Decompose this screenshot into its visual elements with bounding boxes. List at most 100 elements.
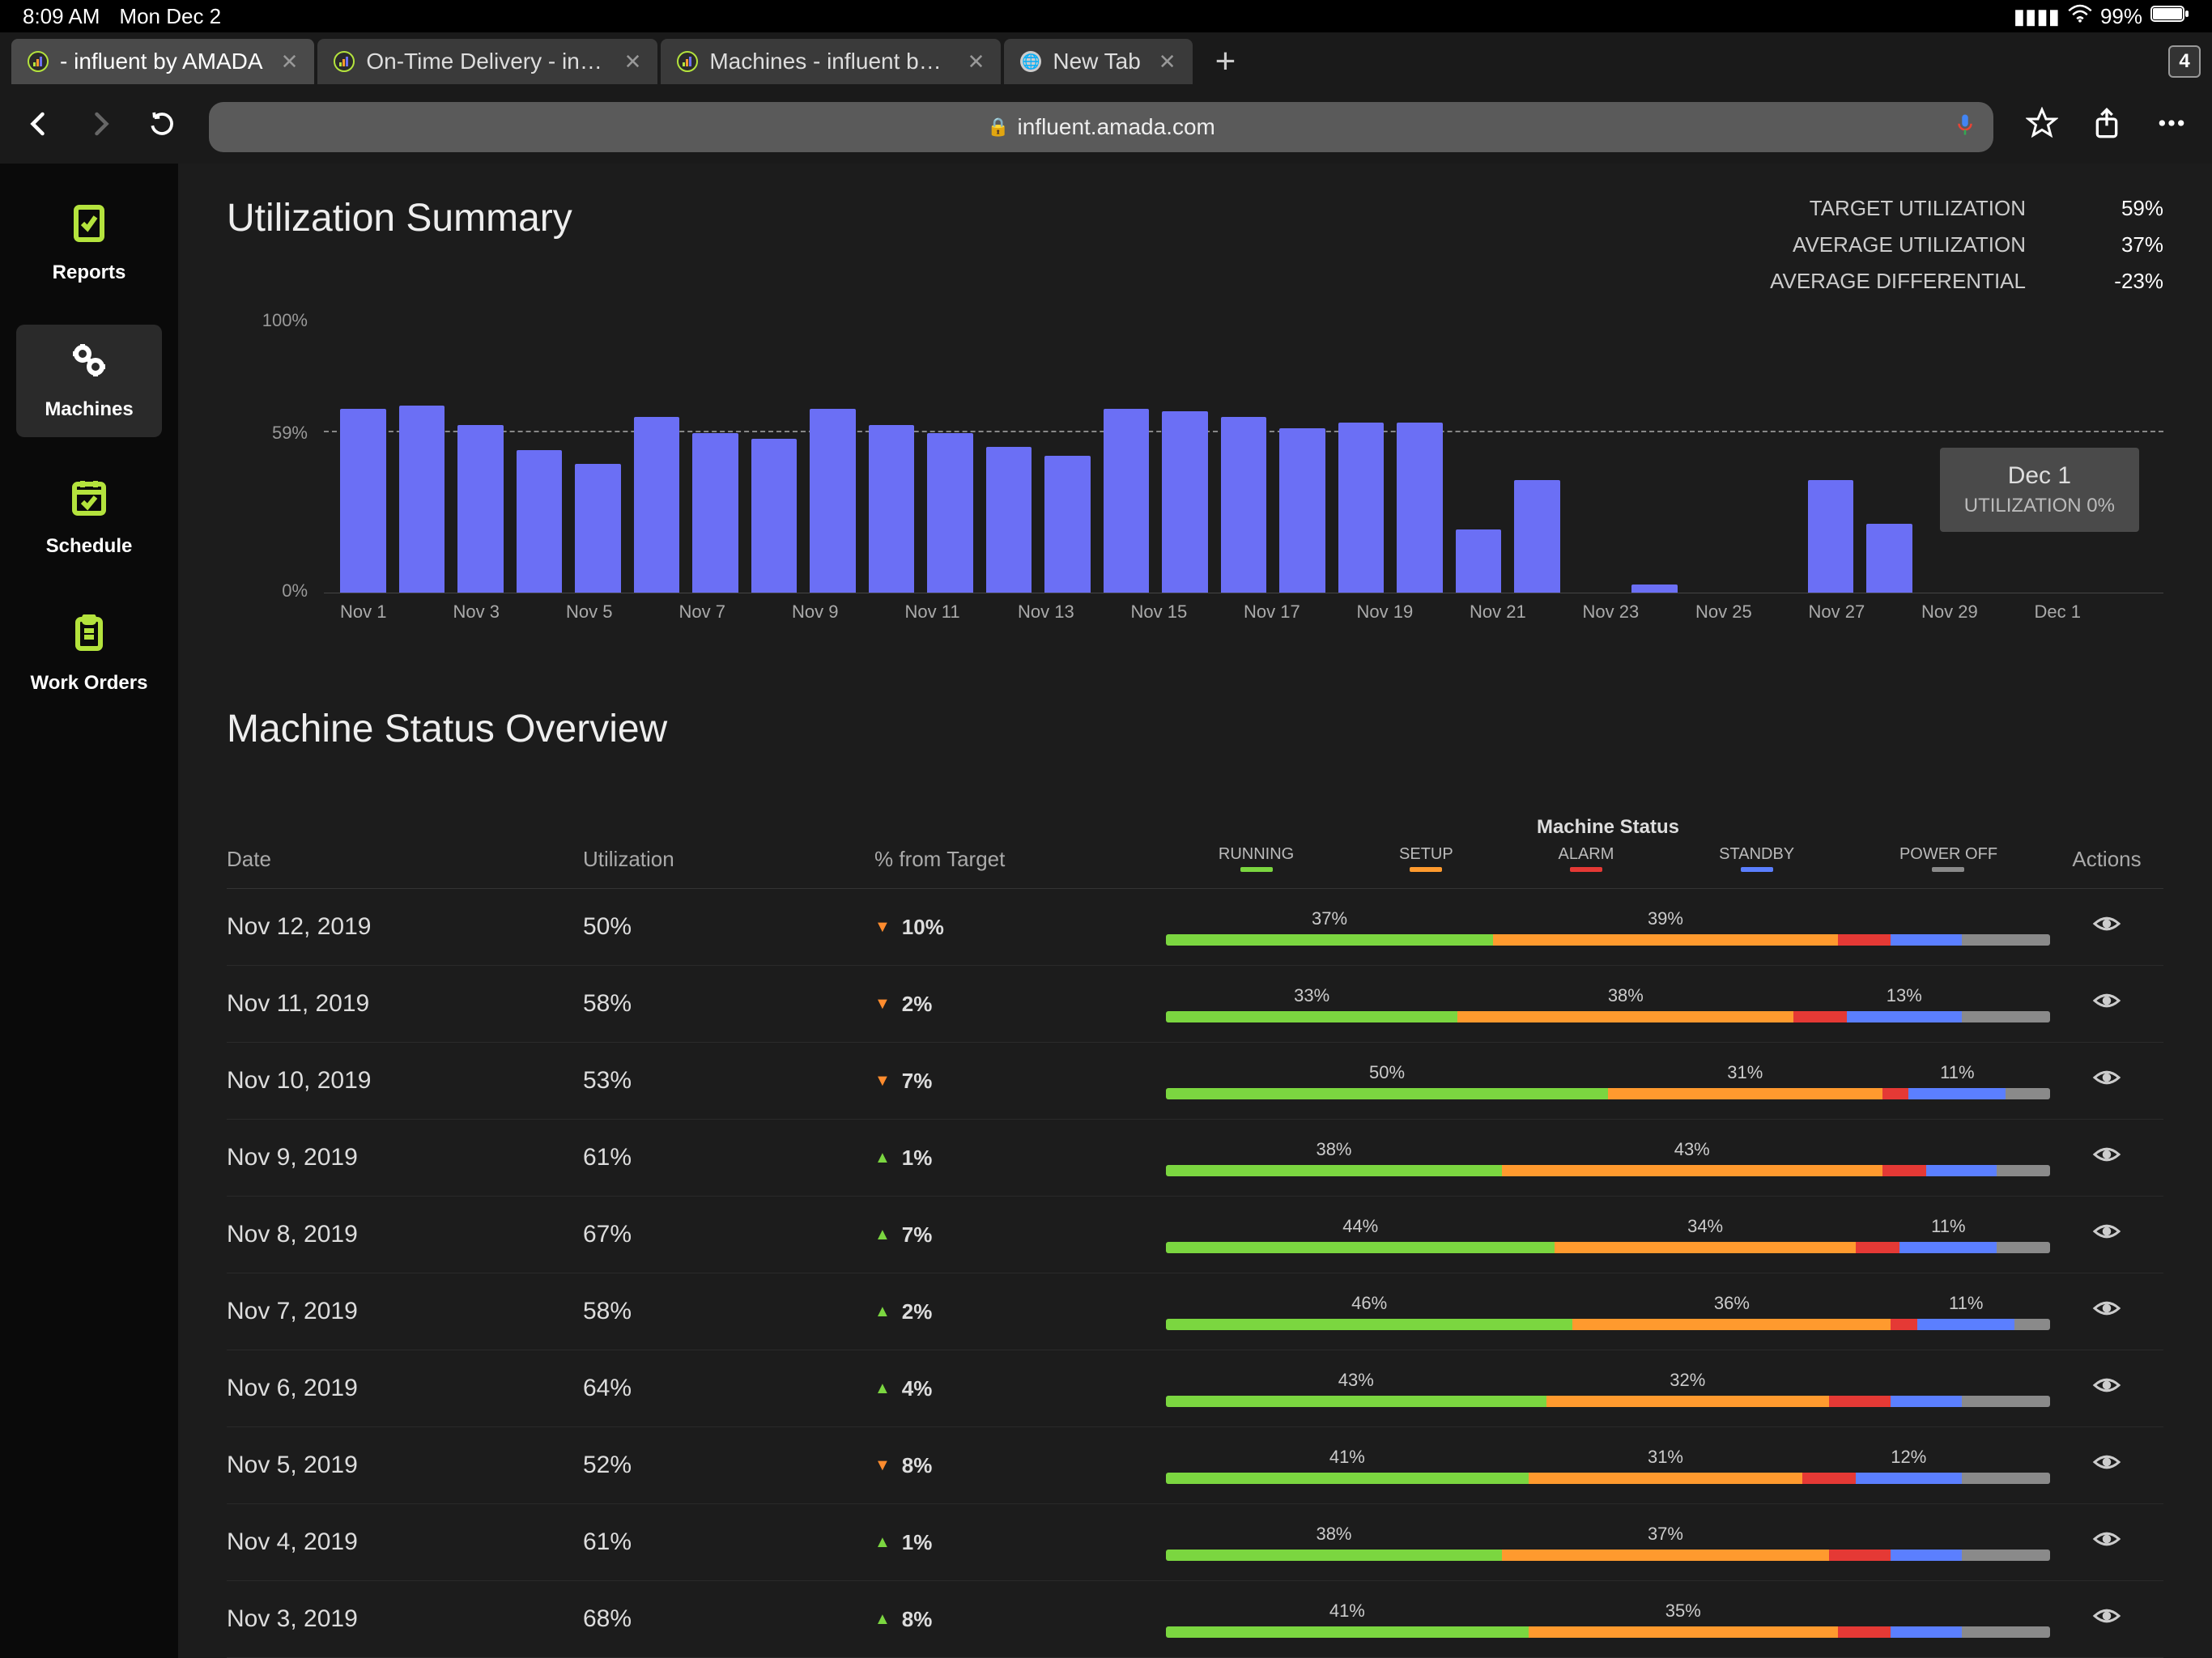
view-action-button[interactable] bbox=[2050, 1371, 2163, 1407]
status-segment bbox=[1555, 1242, 1855, 1253]
close-tab-icon[interactable]: ✕ bbox=[1159, 49, 1176, 74]
view-action-button[interactable] bbox=[2050, 1140, 2163, 1176]
chart-bar[interactable] bbox=[1866, 524, 1912, 593]
chart-bar[interactable] bbox=[340, 409, 386, 593]
status-segment bbox=[1502, 1165, 1882, 1176]
chart-bar[interactable] bbox=[1338, 423, 1385, 593]
segment-label: 46% bbox=[1166, 1293, 1572, 1314]
y-tick: 0% bbox=[282, 580, 308, 602]
table-row: Nov 11, 201958%▼2%33%38%13% bbox=[227, 966, 2163, 1043]
chart-bar[interactable] bbox=[810, 409, 856, 593]
cell-from-target: ▼7% bbox=[874, 1069, 1166, 1094]
legend-item: ALARM bbox=[1558, 845, 1614, 872]
chart-bar[interactable] bbox=[1044, 456, 1091, 593]
status-segment bbox=[1962, 1626, 2050, 1638]
back-button[interactable] bbox=[24, 107, 53, 147]
view-action-button[interactable] bbox=[2050, 1063, 2163, 1099]
segment-label: 33% bbox=[1166, 985, 1457, 1006]
sidebar-label: Schedule bbox=[46, 535, 133, 558]
segment-label bbox=[2014, 1293, 2050, 1314]
forward-button[interactable] bbox=[86, 107, 115, 147]
status-segment bbox=[1838, 934, 1891, 946]
view-action-button[interactable] bbox=[2050, 909, 2163, 946]
view-action-button[interactable] bbox=[2050, 1448, 2163, 1484]
segment-label: 12% bbox=[1856, 1447, 1962, 1468]
favorite-button[interactable] bbox=[2026, 107, 2058, 147]
chart-bar[interactable] bbox=[399, 406, 445, 593]
sidebar-item-workorders[interactable]: Work Orders bbox=[16, 598, 162, 711]
chart-bar[interactable] bbox=[751, 439, 798, 593]
tab-count-badge[interactable]: 4 bbox=[2168, 45, 2201, 78]
sidebar-item-machines[interactable]: Machines bbox=[16, 325, 162, 437]
chart-bar[interactable] bbox=[869, 425, 915, 593]
status-segment bbox=[1572, 1319, 1891, 1330]
sidebar-label: Machines bbox=[45, 398, 133, 421]
col-header-utilization[interactable]: Utilization bbox=[583, 847, 874, 872]
url-bar[interactable]: 🔒 influent.amada.com bbox=[209, 102, 1993, 152]
new-tab-button[interactable]: + bbox=[1196, 41, 1256, 82]
view-action-button[interactable] bbox=[2050, 1294, 2163, 1330]
segment-label: 43% bbox=[1502, 1139, 1882, 1160]
battery-icon bbox=[2150, 4, 2189, 29]
close-tab-icon[interactable]: ✕ bbox=[968, 49, 985, 74]
legend-swatch bbox=[1410, 867, 1442, 872]
segment-label: 38% bbox=[1457, 985, 1793, 1006]
tab-title: - influent by AMADA bbox=[60, 49, 263, 74]
share-button[interactable] bbox=[2091, 107, 2123, 147]
chart-bar[interactable] bbox=[1631, 585, 1678, 593]
globe-icon: 🌐 bbox=[1020, 51, 1041, 72]
cell-utilization: 68% bbox=[583, 1605, 874, 1633]
close-tab-icon[interactable]: ✕ bbox=[624, 49, 642, 74]
view-action-button[interactable] bbox=[2050, 986, 2163, 1022]
view-action-button[interactable] bbox=[2050, 1601, 2163, 1638]
summary-metrics: TARGET UTILIZATION59%AVERAGE UTILIZATION… bbox=[1770, 196, 2163, 294]
legend-label: SETUP bbox=[1399, 845, 1453, 864]
reports-icon bbox=[70, 204, 108, 252]
segment-label bbox=[1882, 1062, 1909, 1083]
status-segment bbox=[2014, 1319, 2050, 1330]
sidebar-item-reports[interactable]: Reports bbox=[16, 188, 162, 300]
browser-tab[interactable]: - influent by AMADA ✕ bbox=[11, 39, 314, 84]
chart-bar[interactable] bbox=[457, 425, 504, 593]
status-segment bbox=[1962, 1550, 2050, 1561]
chart-bar[interactable] bbox=[634, 417, 680, 593]
chart-bar[interactable] bbox=[575, 464, 621, 593]
table-row: Nov 8, 201967%▲7%44%34%11% bbox=[227, 1197, 2163, 1273]
chart-bar[interactable] bbox=[1456, 529, 1502, 593]
voice-search-icon[interactable] bbox=[1953, 113, 1977, 142]
browser-tab[interactable]: Machines - influent by A✕ bbox=[661, 39, 1001, 84]
chart-bar[interactable] bbox=[1104, 409, 1150, 593]
legend-swatch bbox=[1741, 867, 1773, 872]
target-delta: 10% bbox=[902, 915, 944, 940]
table-row: Nov 10, 201953%▼7%50%31%11% bbox=[227, 1043, 2163, 1120]
segment-label bbox=[1962, 908, 2050, 929]
view-action-button[interactable] bbox=[2050, 1217, 2163, 1253]
legend-swatch bbox=[1932, 867, 1964, 872]
sidebar-item-schedule[interactable]: Schedule bbox=[16, 461, 162, 574]
app-favicon bbox=[334, 51, 355, 72]
chart-bar[interactable] bbox=[517, 450, 563, 593]
chart-bar[interactable] bbox=[1514, 480, 1560, 593]
chart-bar[interactable] bbox=[692, 433, 738, 593]
close-tab-icon[interactable]: ✕ bbox=[281, 49, 299, 74]
reload-button[interactable] bbox=[147, 107, 177, 147]
table-row: Nov 4, 201961%▲1%38%37% bbox=[227, 1504, 2163, 1581]
chart-bar[interactable] bbox=[1162, 411, 1208, 593]
view-action-button[interactable] bbox=[2050, 1524, 2163, 1561]
chart-bar[interactable] bbox=[927, 433, 973, 593]
col-header-target[interactable]: % from Target bbox=[874, 847, 1166, 872]
segment-label: 37% bbox=[1166, 908, 1493, 929]
browser-tab[interactable]: On-Time Delivery - influe✕ bbox=[317, 39, 657, 84]
browser-tab[interactable]: 🌐New Tab✕ bbox=[1004, 39, 1192, 84]
chart-bar[interactable] bbox=[986, 447, 1032, 593]
more-button[interactable] bbox=[2155, 107, 2188, 147]
chart-bar[interactable] bbox=[1279, 428, 1325, 593]
col-header-date[interactable]: Date bbox=[227, 847, 583, 872]
chart-bar[interactable] bbox=[1808, 480, 1854, 593]
cell-status-bar: 43%32% bbox=[1166, 1370, 2050, 1407]
table-row: Nov 5, 201952%▼8%41%31%12% bbox=[227, 1427, 2163, 1504]
machines-icon bbox=[70, 341, 108, 389]
x-tick: Nov 7 bbox=[679, 602, 793, 623]
chart-bar[interactable] bbox=[1221, 417, 1267, 593]
chart-bar[interactable] bbox=[1397, 423, 1443, 593]
